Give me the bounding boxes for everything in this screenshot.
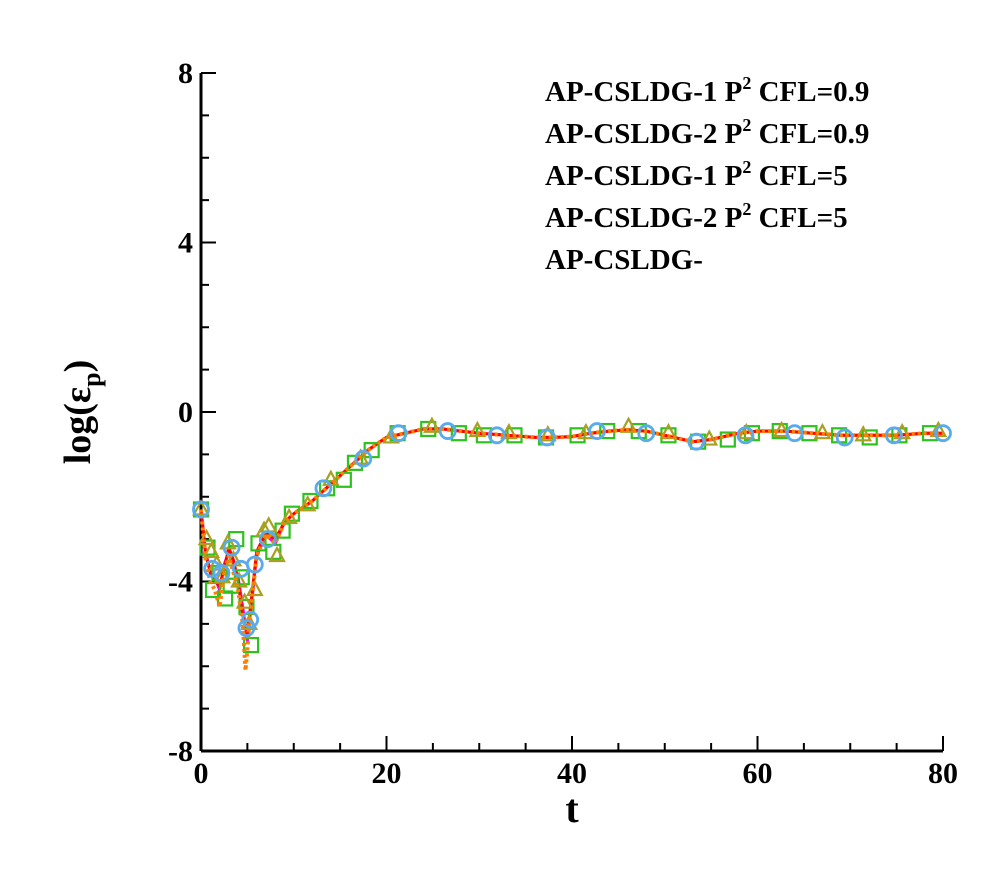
series-1 — [199, 427, 943, 643]
legend-entry: AP-CSLDG-1 P2 CFL=0.9 — [545, 73, 869, 108]
square-marker — [233, 569, 250, 586]
x-tick-label: 60 — [743, 757, 773, 790]
triangle-marker — [423, 416, 441, 433]
y-tick-label: 4 — [178, 227, 193, 260]
circle-marker — [588, 422, 606, 440]
legend-entry: AP-CSLDG-2 P2 CFL=5 — [545, 199, 848, 234]
circle-marker — [389, 424, 408, 443]
triangle-marker — [197, 528, 216, 546]
circle-marker — [245, 555, 264, 574]
y-axis-title: log(εp) — [57, 360, 106, 465]
circle-marker — [314, 479, 333, 498]
legend-entry: AP-CSLDG- — [545, 244, 703, 276]
series-line — [199, 427, 943, 643]
y-tick-label: 0 — [178, 396, 193, 429]
series-4 — [192, 416, 948, 630]
triangle-marker — [468, 420, 487, 438]
triangle-marker — [202, 541, 221, 558]
triangle-marker — [213, 566, 232, 584]
series-5 — [199, 426, 943, 673]
circle-marker — [934, 424, 952, 443]
triangle-marker — [539, 424, 557, 442]
circle-marker — [884, 426, 903, 445]
circle-marker — [687, 432, 706, 451]
series-2 — [199, 427, 943, 634]
square-marker — [199, 539, 216, 556]
legend: AP-CSLDG-1 P2 CFL=0.9 AP-CSLDG-2 P2 CFL=0… — [545, 73, 869, 276]
series-3 — [192, 420, 939, 654]
x-tick-label: 20 — [372, 757, 402, 790]
circle-marker — [258, 530, 277, 549]
triangle-marker — [219, 533, 237, 550]
series-line — [199, 426, 943, 673]
y-tick-label: 8 — [178, 57, 193, 90]
triangle-marker — [737, 422, 756, 440]
x-axis-title: t — [565, 786, 579, 831]
circle-marker — [835, 428, 854, 447]
circle-marker — [736, 426, 755, 445]
triangle-marker — [772, 420, 791, 438]
series-6 — [192, 422, 952, 638]
series-line — [199, 427, 943, 634]
x-tick-label: 80 — [928, 757, 958, 790]
circle-marker — [538, 428, 556, 447]
circle-marker — [212, 564, 231, 582]
triangle-marker — [192, 499, 210, 516]
square-marker — [302, 492, 319, 510]
circle-marker — [637, 424, 656, 443]
y-tick-label: -4 — [168, 566, 193, 599]
square-marker — [719, 431, 736, 448]
circle-marker — [438, 422, 457, 440]
circle-marker — [237, 619, 256, 638]
square-marker — [660, 427, 677, 444]
circle-marker — [222, 538, 241, 557]
y-tick-label: -8 — [168, 735, 193, 768]
triangle-marker — [500, 422, 518, 440]
square-marker — [861, 429, 878, 446]
x-tick-label: 0 — [194, 757, 209, 790]
circle-marker — [785, 424, 804, 443]
circle-marker — [354, 449, 373, 468]
legend-entry: AP-CSLDG-1 P2 CFL=5 — [545, 157, 848, 192]
triangle-marker — [268, 545, 286, 563]
triangle-marker — [207, 554, 226, 571]
legend-entry: AP-CSLDG-2 P2 CFL=0.9 — [545, 115, 869, 150]
circle-marker — [203, 559, 222, 578]
square-marker — [283, 505, 300, 522]
circle-marker — [487, 426, 506, 445]
triangle-marker — [700, 429, 719, 446]
circle-marker — [192, 500, 210, 519]
series-layer — [192, 416, 952, 673]
x-tick-label: 40 — [557, 757, 587, 790]
square-marker — [569, 427, 586, 444]
circle-marker — [241, 610, 260, 629]
triangle-marker — [929, 420, 948, 438]
